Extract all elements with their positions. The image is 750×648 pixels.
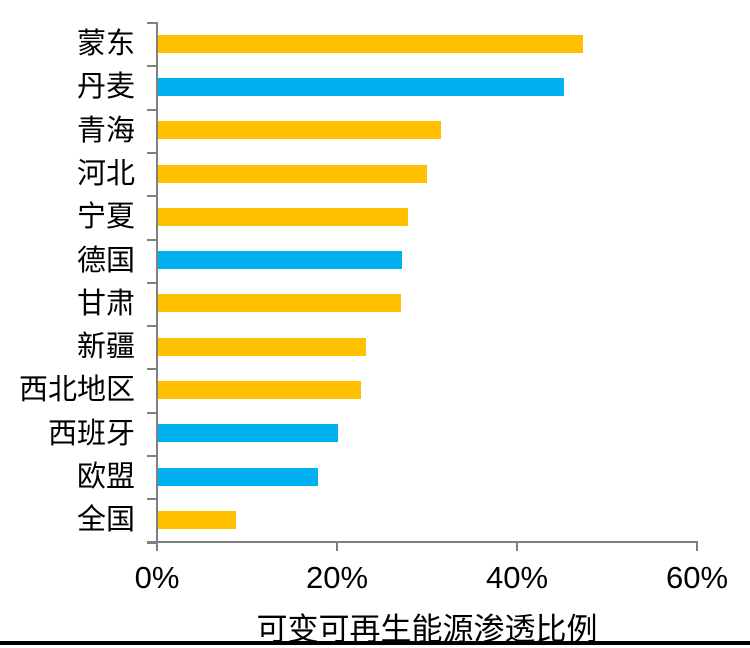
category-label: 德国 (76, 242, 135, 277)
y-axis-tick (147, 22, 156, 24)
y-axis-line (156, 22, 158, 542)
y-axis-tick (147, 152, 156, 154)
category-label: 青海 (76, 112, 135, 147)
y-axis-tick (147, 239, 156, 241)
y-axis-tick (147, 498, 156, 500)
x-axis-tick (156, 541, 158, 551)
y-axis-tick (147, 109, 156, 111)
category-label: 河北 (76, 155, 135, 190)
x-tick-label: 20% (305, 560, 369, 595)
category-label: 蒙东 (76, 26, 135, 60)
x-axis-tick (696, 541, 698, 551)
category-label: 西班牙 (47, 415, 135, 450)
bar (158, 338, 366, 356)
x-tick-label: 0% (134, 560, 180, 595)
category-label: 新疆 (76, 329, 135, 364)
y-axis-tick (147, 455, 156, 457)
bar (158, 381, 361, 399)
category-label: 甘肃 (76, 285, 135, 320)
y-axis-tick (147, 412, 156, 414)
category-label: 欧盟 (76, 459, 135, 493)
bar (158, 511, 236, 529)
category-label: 全国 (76, 502, 135, 537)
y-axis-tick (147, 282, 156, 284)
category-label: 丹麦 (76, 69, 135, 104)
category-label: 宁夏 (76, 199, 135, 234)
y-axis-tick (147, 65, 156, 67)
bar (158, 35, 583, 53)
y-axis-tick (147, 325, 156, 327)
bar (158, 251, 402, 269)
x-tick-label: 40% (485, 560, 549, 595)
bar (158, 208, 408, 226)
x-axis-line (147, 541, 698, 543)
x-tick-label: 60% (665, 560, 729, 595)
y-axis-tick (147, 542, 156, 544)
bar (158, 468, 318, 486)
category-label: 西北地区 (18, 372, 135, 407)
y-axis-tick (147, 368, 156, 370)
bar (158, 121, 441, 139)
bottom-border-line (0, 641, 750, 645)
bar (158, 165, 427, 183)
bar (158, 424, 338, 442)
bar (158, 294, 401, 312)
bar (158, 78, 564, 96)
x-axis-tick (336, 541, 338, 551)
x-axis-tick (516, 541, 518, 551)
y-axis-tick (147, 195, 156, 197)
